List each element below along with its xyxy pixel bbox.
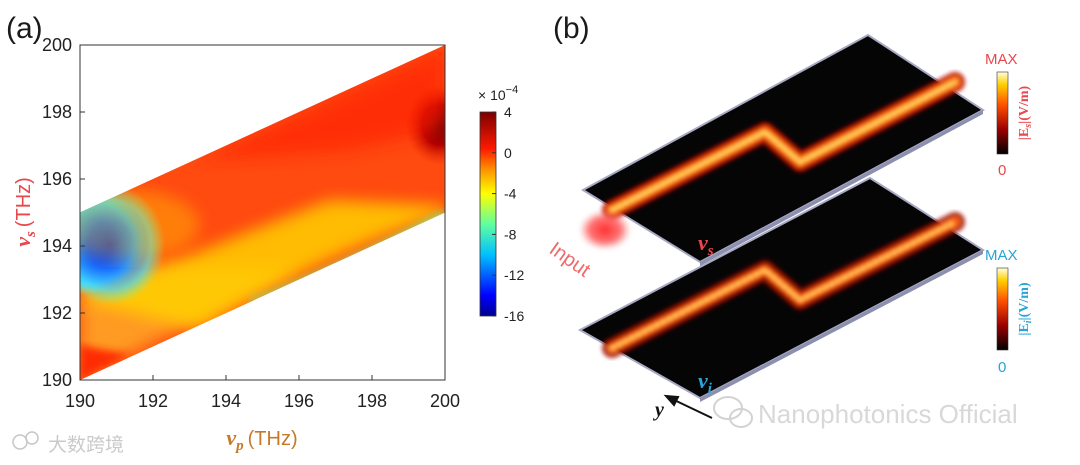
x-axis-label: νp (THz) (226, 425, 297, 454)
y-tick-label: 196 (42, 169, 72, 189)
top-colorbar (996, 71, 1009, 155)
signal-field-plane (581, 33, 985, 266)
colorbar (479, 111, 497, 317)
bottom-colorbar-min: 0 (998, 359, 1006, 376)
colorbar-multiplier: × 10−4 (478, 84, 518, 103)
colorbar-tick-label: -4 (504, 186, 517, 202)
svg-text:Nanophotonics Official: Nanophotonics Official (758, 399, 1018, 429)
y-tick-label: 200 (42, 35, 72, 55)
x-tick-label: 198 (357, 391, 387, 411)
colorbar-tick-label: 4 (504, 104, 512, 120)
x-tick-label: 196 (284, 391, 314, 411)
idler-field-plane (577, 176, 985, 402)
plot-frame (79, 44, 446, 381)
top-colorbar-max: MAX (985, 51, 1018, 68)
wechat-icon (713, 396, 743, 420)
bottom-colorbar-max: MAX (985, 247, 1018, 264)
heatmap-region (80, 45, 445, 380)
svg-text:大数跨境: 大数跨境 (48, 434, 124, 456)
x-tick-label: 190 (65, 391, 95, 411)
x-tick-label: 194 (211, 391, 241, 411)
watermark-right: Nanophotonics Official (713, 396, 1018, 429)
colorbar-tick-label: 0 (504, 145, 512, 161)
input-label: Input (545, 238, 594, 282)
bottom-colorbar-label: |Ei|(V/m) (1017, 282, 1034, 336)
idler-label: νi (698, 368, 713, 397)
chat-bubble-icon (12, 434, 28, 450)
colorbar-tick-label: -12 (504, 267, 524, 283)
y-tick-label: 198 (42, 102, 72, 122)
top-colorbar-label: |Es|(V/m) (1017, 85, 1034, 140)
y-axis-label: νs(THz) (10, 177, 39, 247)
colorbar-tick-label: -8 (504, 226, 517, 242)
y-direction-arrow (663, 394, 713, 419)
panel-b-label: (b) (553, 12, 590, 45)
x-tick-label: 200 (430, 391, 460, 411)
colorbar-tick-label: -16 (504, 308, 524, 324)
colorbar-ticks: 4 0 -4 -8 -12 -16 (492, 104, 524, 324)
x-tick-label: 192 (138, 391, 168, 411)
signal-label: νs (698, 230, 714, 259)
bottom-colorbar (996, 267, 1009, 351)
top-colorbar-min: 0 (998, 162, 1006, 179)
y-tick-label: 190 (42, 370, 72, 390)
y-tick-label: 192 (42, 303, 72, 323)
input-beam-glow (579, 210, 631, 250)
y-tick-label: 194 (42, 236, 72, 256)
watermark-left: 大数跨境 (12, 431, 124, 456)
panel-a-label: (a) (6, 12, 43, 45)
axis-ticks: 190 192 194 196 198 200 190 192 194 196 198 200 (42, 35, 460, 411)
y-direction-label: y (653, 399, 664, 421)
